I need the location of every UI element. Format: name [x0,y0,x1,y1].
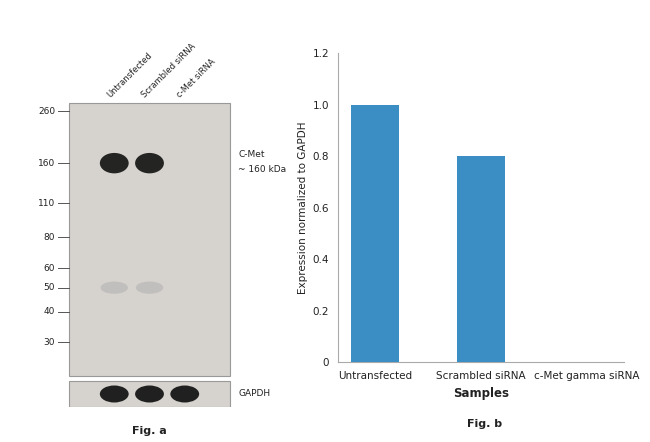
Text: 80: 80 [44,233,55,242]
Text: Scrambled siRNA: Scrambled siRNA [140,42,198,99]
Y-axis label: Expression normalized to GAPDH: Expression normalized to GAPDH [298,122,308,294]
Text: 50: 50 [44,283,55,292]
Bar [457,156,505,362]
Ellipse shape [136,282,163,294]
Ellipse shape [100,153,129,173]
Text: 160: 160 [38,159,55,168]
Text: 40: 40 [44,307,55,316]
Text: c-Met siRNA: c-Met siRNA [176,57,218,99]
Bar [351,105,398,362]
Ellipse shape [135,153,164,173]
Bar [70,381,229,407]
Ellipse shape [100,385,129,403]
Text: 30: 30 [44,338,55,347]
Ellipse shape [135,385,164,403]
Text: GAPDH: GAPDH [238,389,270,399]
Bar [70,103,229,376]
Text: Untransfected: Untransfected [105,51,154,99]
Ellipse shape [101,282,128,294]
Text: 110: 110 [38,199,55,208]
Ellipse shape [170,385,199,403]
Text: 60: 60 [44,263,55,273]
Text: Fig. b: Fig. b [467,419,502,429]
Text: 260: 260 [38,107,55,116]
Text: C-Met: C-Met [238,150,265,159]
Text: ~ 160 kDa: ~ 160 kDa [238,165,286,174]
X-axis label: Samples: Samples [453,387,509,400]
Text: Fig. a: Fig. a [132,426,167,436]
